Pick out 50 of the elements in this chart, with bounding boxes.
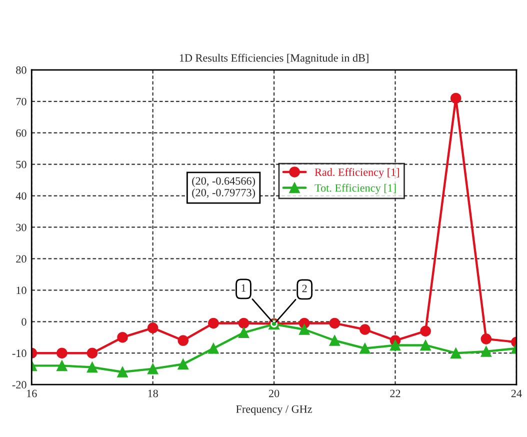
point xyxy=(147,363,158,374)
y-tick-label: 0 xyxy=(22,318,26,326)
point xyxy=(147,322,158,334)
point xyxy=(420,326,431,336)
point xyxy=(329,335,340,346)
legend-label: Rad. Efficiency [1] xyxy=(314,168,399,178)
annotation: (20, -0.79773) xyxy=(192,188,256,199)
y-tick-label: 20 xyxy=(16,255,26,263)
y-tick-label: 40 xyxy=(16,192,26,200)
point xyxy=(480,334,492,344)
annotation: 2 xyxy=(302,284,307,292)
x-axis-title: Frequency / GHz xyxy=(236,405,312,416)
point xyxy=(178,335,189,346)
point xyxy=(390,340,401,351)
chart-title: 1D Results Efficiencies [Magnitude in dB] xyxy=(180,54,368,64)
x-tick-label: 16 xyxy=(27,390,37,398)
y-tick-label: -20 xyxy=(12,381,26,389)
annotation: (20, -0.64566) xyxy=(192,176,256,187)
x-tick-label: 18 xyxy=(148,390,158,398)
point xyxy=(117,366,128,378)
y-tick-label: -10 xyxy=(12,350,26,358)
point xyxy=(178,358,189,370)
point xyxy=(329,318,340,329)
point xyxy=(238,327,250,338)
x-tick-label: 24 xyxy=(511,390,522,398)
y-tick-label: 60 xyxy=(16,129,26,137)
y-tick-label: 50 xyxy=(16,160,26,168)
legend-label: Tot. Efficiency [1] xyxy=(314,184,396,194)
point xyxy=(238,318,250,329)
x-tick-label: 20 xyxy=(268,390,280,398)
point xyxy=(208,342,219,354)
y-tick-label: 10 xyxy=(16,286,26,294)
y-tick-label: 80 xyxy=(16,66,26,74)
point xyxy=(360,324,370,335)
y-tick-label: 70 xyxy=(16,98,26,106)
point xyxy=(360,342,370,354)
point xyxy=(450,348,462,358)
point xyxy=(56,348,68,358)
x-tick-label: 22 xyxy=(390,390,400,398)
point xyxy=(117,332,128,343)
point xyxy=(420,340,431,351)
point xyxy=(480,346,492,357)
point xyxy=(450,92,462,104)
point xyxy=(56,360,68,372)
annotation: 1 xyxy=(242,284,246,292)
point xyxy=(208,318,219,329)
point xyxy=(298,324,310,335)
point xyxy=(86,362,98,373)
y-tick-label: 30 xyxy=(16,224,26,232)
point xyxy=(86,348,98,358)
